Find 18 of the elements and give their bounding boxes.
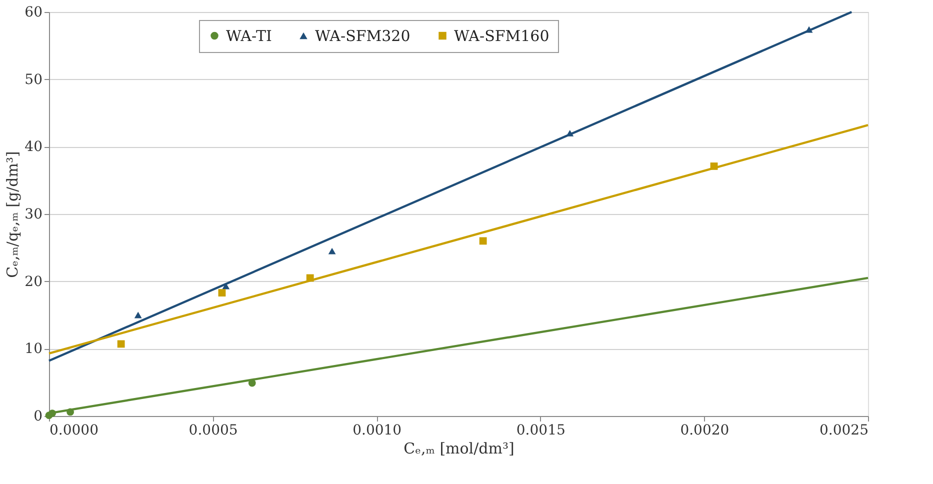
y-tick-label: 10 <box>24 341 42 358</box>
y-tick-label: 50 <box>24 72 42 88</box>
y-tick-label: 20 <box>24 274 42 290</box>
x-tick-label: 0.0000 <box>50 422 98 438</box>
x-tick-label: 0.0020 <box>680 422 730 438</box>
x-tick-label: 0.0010 <box>352 422 402 438</box>
y-axis-title: Cₑ,ₘ/qₑ,ₘ [g/dm³] <box>4 151 22 278</box>
x-tick-label: 0.0005 <box>188 422 238 438</box>
x-axis-title: Cₑ,ₘ [mol/dm³] <box>404 440 514 458</box>
y-tick-label: 40 <box>24 139 42 156</box>
y-tick-label: 60 <box>24 4 42 20</box>
y-tick-label: 30 <box>24 206 42 222</box>
x-tick-label: 0.0015 <box>516 422 566 438</box>
legend-label: WA-SFM160 <box>454 26 550 45</box>
y-tick-label: 0 <box>34 408 42 424</box>
legend-label: WA-TI <box>226 26 272 45</box>
x-tick-label: 0.0025 <box>820 422 868 438</box>
legend-label: WA-SFM320 <box>315 26 410 45</box>
